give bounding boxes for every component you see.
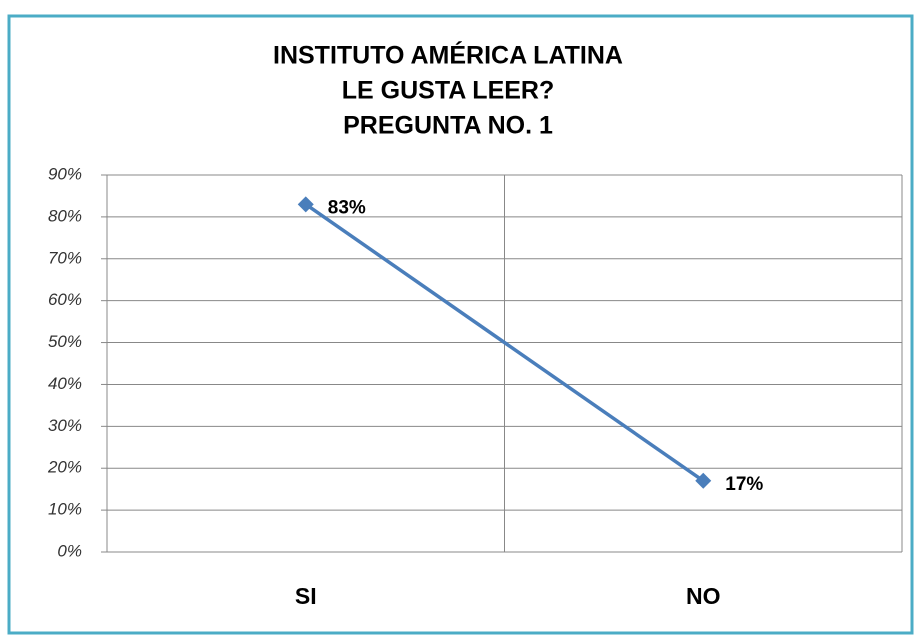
y-tick-label: 40% bbox=[48, 374, 82, 393]
y-tick-label: 50% bbox=[48, 332, 82, 351]
line-series bbox=[304, 202, 705, 483]
x-tick-label: SI bbox=[295, 583, 317, 609]
chart-title: INSTITUTO AMÉRICA LATINA bbox=[273, 41, 623, 70]
y-tick-label: 90% bbox=[48, 164, 82, 183]
y-tick-label: 60% bbox=[48, 290, 82, 309]
y-tick-label: 10% bbox=[48, 500, 82, 519]
data-label: 83% bbox=[328, 197, 366, 218]
marker bbox=[695, 472, 712, 489]
chart-title: LE GUSTA LEER? bbox=[342, 77, 555, 105]
y-tick-label: 20% bbox=[47, 458, 82, 477]
y-tick-label: 30% bbox=[48, 416, 82, 435]
data-label: 17% bbox=[725, 474, 763, 495]
chart-frame bbox=[7, 14, 914, 635]
x-tick-label: NO bbox=[686, 583, 721, 609]
y-tick-label: 0% bbox=[57, 541, 82, 560]
marker bbox=[297, 196, 314, 213]
y-tick-label: 80% bbox=[48, 206, 82, 225]
y-tick-label: 70% bbox=[48, 248, 82, 267]
chart-title: PREGUNTA NO. 1 bbox=[343, 112, 553, 140]
